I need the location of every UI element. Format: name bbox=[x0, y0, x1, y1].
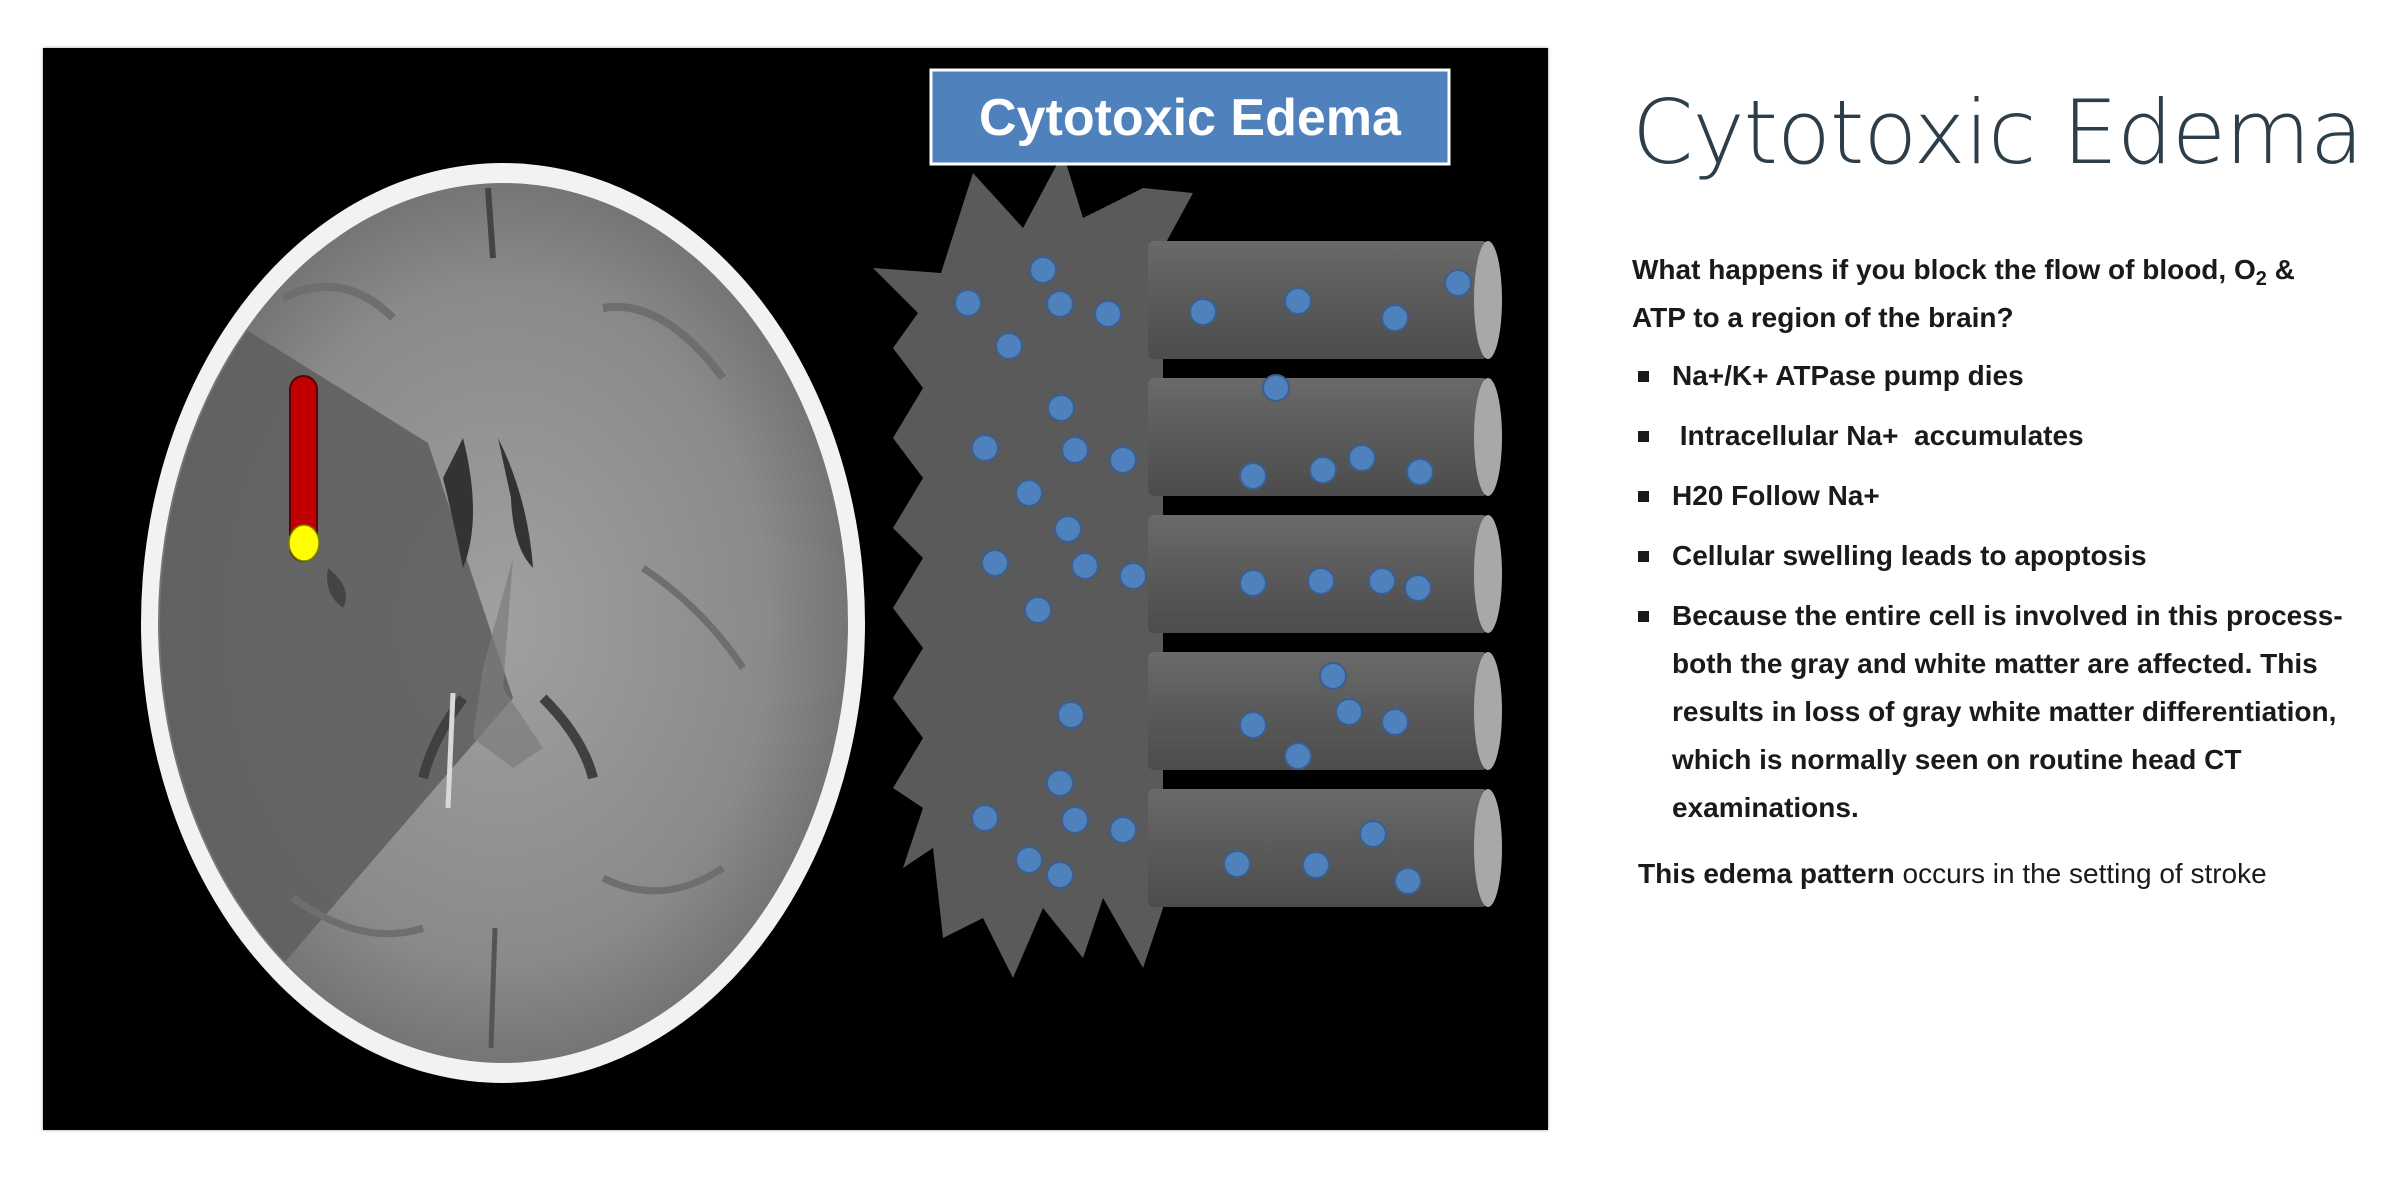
bullet-item: H20 Follow Na+ bbox=[1632, 472, 2352, 520]
molecule bbox=[1015, 846, 1043, 874]
axon-tube-end bbox=[1474, 515, 1502, 633]
molecule bbox=[1319, 662, 1347, 690]
molecule bbox=[1307, 567, 1335, 595]
axon-tube bbox=[1148, 241, 1488, 359]
brain-structures bbox=[160, 187, 746, 1049]
molecule bbox=[1046, 290, 1074, 318]
sodium-molecules bbox=[954, 256, 1472, 895]
molecule bbox=[1223, 850, 1251, 878]
bullet-text: Intracellular Na+ accumulates bbox=[1672, 420, 2084, 451]
slide-title: Cytotoxic Edema bbox=[1632, 81, 2364, 184]
question-subscript: 2 bbox=[2255, 268, 2267, 290]
axon-tube bbox=[1148, 652, 1488, 770]
banner-box bbox=[929, 68, 1451, 166]
footer-rest: occurs in the setting of stroke bbox=[1894, 858, 2267, 889]
molecule bbox=[1368, 567, 1396, 595]
molecule bbox=[1404, 574, 1432, 602]
banner-label: Cytotoxic Edema bbox=[979, 89, 1402, 147]
molecule bbox=[1348, 444, 1376, 472]
axon-tube bbox=[1148, 789, 1488, 907]
molecule bbox=[1381, 304, 1409, 332]
square-bullet-icon bbox=[1638, 491, 1649, 502]
molecule bbox=[981, 549, 1009, 577]
bullet-item: Na+/K+ ATPase pump dies bbox=[1632, 352, 2352, 400]
bullet-text: Na+/K+ ATPase pump dies bbox=[1672, 360, 2024, 391]
question-post: & ATP to a region of the brain? bbox=[1632, 254, 2295, 333]
molecule bbox=[1047, 394, 1075, 422]
slide-text-column: Cytotoxic Edema What happens if you bloc… bbox=[1632, 78, 2364, 894]
molecule bbox=[1239, 711, 1267, 739]
molecule bbox=[1119, 562, 1147, 590]
bullet-text: Cellular swelling leads to apoptosis bbox=[1672, 540, 2147, 571]
bullet-text: Because the entire cell is involved in t… bbox=[1672, 600, 2343, 823]
square-bullet-icon bbox=[1638, 371, 1649, 382]
molecule bbox=[1061, 436, 1089, 464]
molecule bbox=[1359, 820, 1387, 848]
square-bullet-icon bbox=[1638, 551, 1649, 562]
molecule bbox=[1262, 374, 1290, 402]
molecule bbox=[1239, 462, 1267, 490]
molecule bbox=[954, 289, 982, 317]
square-bullet-icon bbox=[1638, 611, 1649, 622]
axon-tube-end bbox=[1474, 241, 1502, 359]
molecule bbox=[1071, 552, 1099, 580]
axon-tube-end bbox=[1474, 652, 1502, 770]
molecule bbox=[1335, 698, 1363, 726]
molecule bbox=[1189, 298, 1217, 326]
molecule bbox=[1381, 708, 1409, 736]
molecule bbox=[1109, 446, 1137, 474]
left-ventricle bbox=[443, 438, 473, 568]
molecule bbox=[995, 332, 1023, 360]
right-ventricle bbox=[498, 438, 533, 568]
question-text: What happens if you block the flow of bl… bbox=[1632, 246, 2352, 342]
catheter-marker bbox=[288, 375, 320, 562]
figure-banner: Cytotoxic Edema bbox=[929, 68, 1451, 166]
molecule bbox=[1029, 256, 1057, 284]
footer-statement: This edema pattern occurs in the setting… bbox=[1638, 854, 2352, 894]
footer-bold: This edema pattern bbox=[1638, 858, 1895, 889]
molecule bbox=[1239, 569, 1267, 597]
molecule bbox=[1394, 867, 1422, 895]
molecule bbox=[1444, 269, 1472, 297]
molecule bbox=[1309, 456, 1337, 484]
cytotoxic-edema-figure: Cytotoxic Edema bbox=[43, 48, 1548, 1130]
molecule bbox=[1094, 300, 1122, 328]
molecule bbox=[1284, 742, 1312, 770]
bullet-text: H20 Follow Na+ bbox=[1672, 480, 1880, 511]
molecule bbox=[1109, 816, 1137, 844]
bullet-item: Cellular swelling leads to apoptosis bbox=[1632, 532, 2352, 580]
bullet-item: Intracellular Na+ accumulates bbox=[1632, 412, 2352, 460]
infarct-region bbox=[160, 278, 513, 993]
molecule bbox=[1057, 701, 1085, 729]
molecule bbox=[1061, 806, 1089, 834]
cell-swelling-diagram bbox=[873, 153, 1502, 978]
bullet-list: Na+/K+ ATPase pump dies Intracellular Na… bbox=[1632, 352, 2352, 832]
ct-scan-image bbox=[141, 163, 865, 1083]
square-bullet-icon bbox=[1638, 431, 1649, 442]
catheter-tip bbox=[288, 524, 320, 562]
molecule bbox=[1302, 851, 1330, 879]
question-pre: What happens if you block the flow of bl… bbox=[1632, 254, 2256, 285]
molecule bbox=[1284, 287, 1312, 315]
molecule bbox=[1024, 596, 1052, 624]
molecule bbox=[1406, 458, 1434, 486]
axon-tube-end bbox=[1474, 789, 1502, 907]
swollen-cell bbox=[873, 153, 1193, 978]
bullet-item: Because the entire cell is involved in t… bbox=[1632, 592, 2352, 832]
axon-tube-end bbox=[1474, 378, 1502, 496]
molecule bbox=[1046, 769, 1074, 797]
molecule bbox=[971, 804, 999, 832]
molecule bbox=[1015, 479, 1043, 507]
molecule bbox=[1054, 515, 1082, 543]
molecule bbox=[971, 434, 999, 462]
molecule bbox=[1046, 861, 1074, 889]
figure-illustration: Cytotoxic Edema bbox=[141, 68, 1502, 1083]
axon-tube bbox=[1148, 378, 1488, 496]
